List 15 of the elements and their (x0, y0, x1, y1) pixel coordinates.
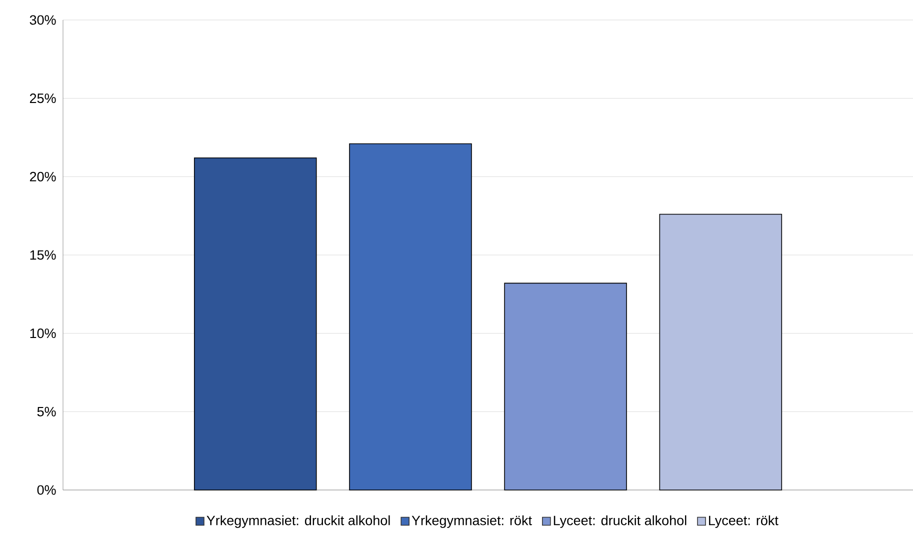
y-tick-label: 0% (37, 485, 56, 495)
legend-label: Lyceet: druckit alkohol (554, 515, 686, 528)
y-tick-label: 20% (30, 172, 56, 182)
legend-label: Lyceet: rökt (709, 515, 778, 528)
bar (349, 143, 472, 490)
y-tick-label: 5% (37, 406, 56, 416)
y-tick-label: 15% (30, 250, 56, 260)
y-tick-label: 25% (30, 94, 56, 104)
legend-label: Yrkegymnasiet: rökt (412, 515, 532, 528)
bar (504, 282, 627, 490)
bar (659, 214, 782, 490)
y-tick-label: 10% (30, 328, 56, 338)
bar (194, 157, 317, 490)
y-tick-label: 30% (30, 15, 56, 25)
legend-label: Yrkegymnasiet: druckit alkohol (206, 515, 390, 528)
